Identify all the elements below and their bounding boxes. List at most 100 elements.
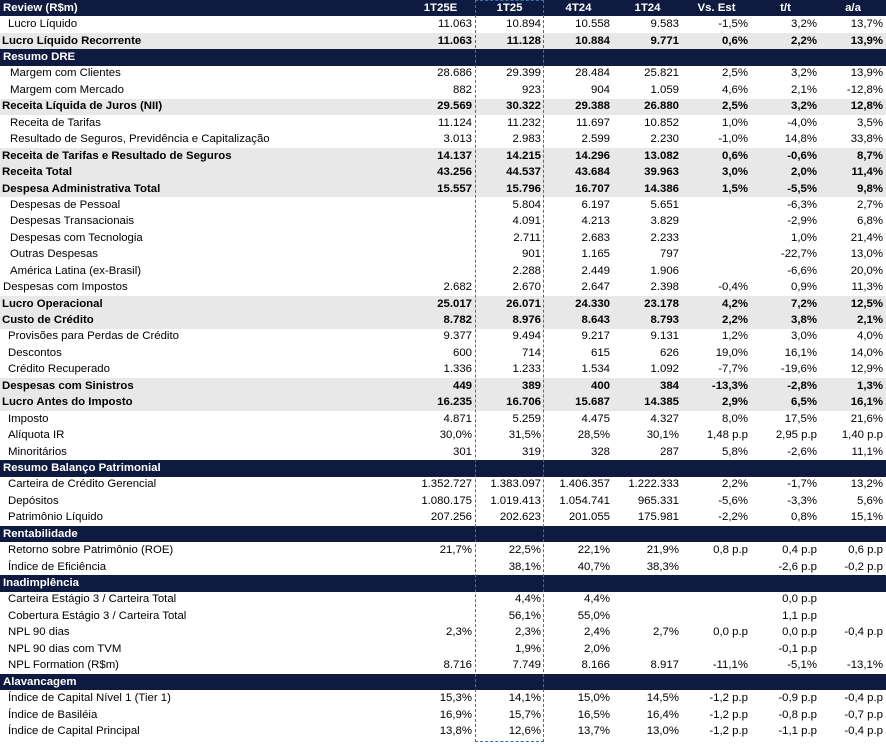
cell-value: 301 (452, 445, 472, 458)
table-row: Despesas de Pessoal 5.804 6.197 5.651 -6,3% 2… (0, 197, 886, 213)
cell-value: 1,0% (791, 231, 817, 244)
col-header-a-a: a/a (820, 0, 886, 17)
cell-value: 16.706 (475, 394, 544, 411)
table-row-total: Receita Líquida de Juros (NII) 29.569 30.3… (0, 98, 886, 116)
table-row: América Latina (ex-Brasil) 2.288 2.449 1.90… (0, 263, 886, 279)
cell-value (613, 641, 682, 657)
cell-value: 22,5% (508, 544, 541, 557)
cell-value: -0,4% (718, 281, 748, 294)
cell-value (406, 641, 475, 657)
cell-value: 14,0% (850, 346, 883, 359)
cell-value: 201.055 (568, 511, 610, 524)
cell-value: 44.537 (475, 164, 544, 181)
cell-value: 2.682 (443, 281, 472, 294)
table-row: Margem com Clientes 28.686 29.399 28.484 25.… (0, 66, 886, 82)
cell-value: 5.259 (512, 412, 541, 425)
cell-value: 10.558 (575, 18, 610, 31)
cell-value: 21,7% (439, 544, 472, 557)
cell-value: 449 (406, 378, 475, 395)
row-label: Índice de Eficiência (8, 560, 107, 573)
cell-value: 13,7% (577, 724, 610, 737)
cell-value: 1,3% (820, 378, 886, 395)
cell-value: 21,6% (850, 412, 883, 425)
row-label: Resultado de Seguros, Previdência e Capi… (10, 133, 270, 146)
cell-value (682, 608, 751, 624)
section-header-row: Alavancagem (0, 673, 886, 691)
cell-value: 15,3% (439, 692, 472, 705)
cell-value: 16.707 (544, 180, 613, 198)
cell-value: 4.871 (443, 412, 472, 425)
cell-value: 1.222.333 (628, 478, 679, 491)
table-row-total: Receita de Tarifas e Resultado de Seguro… (0, 147, 886, 165)
table-body: Lucro Líquido 11.063 10.894 10.558 9.583 -1,5… (0, 16, 886, 739)
cell-value: -11,1% (712, 659, 748, 672)
table-row: Lucro Líquido 11.063 10.894 10.558 9.583 -1,5… (0, 16, 886, 32)
cell-value: 0,8% (791, 511, 817, 524)
table-row: Despesas com Tecnologia 2.711 2.683 2.233 1,… (0, 230, 886, 246)
cell-value: 6,8% (857, 215, 883, 228)
section-header-row: Rentabilidade (0, 526, 886, 543)
cell-value: 11,3% (851, 281, 883, 294)
cell-value: 9.583 (650, 18, 679, 31)
cell-value: 12,8% (820, 98, 886, 116)
cell-value: 13,8% (439, 724, 472, 737)
cell-value: 2.670 (512, 281, 541, 294)
table-row: Outras Despesas 901 1.165 797 -22,7% 13,0% (0, 247, 886, 263)
cell-value: 9,8% (820, 180, 886, 198)
cell-value: 2,9% (682, 394, 751, 411)
cell-value: 16,1% (784, 346, 817, 359)
cell-value: 2.288 (512, 264, 541, 277)
cell-value: 26.880 (613, 98, 682, 116)
cell-value: 2.683 (581, 231, 610, 244)
row-label: Outras Despesas (10, 248, 98, 261)
table-row: Índice de Eficiência 38,1% 40,7% 38,3% -2,6 … (0, 559, 886, 575)
row-label: Carteira Estágio 3 / Carteira Total (8, 593, 177, 606)
cell-value: -1,1 p.p (778, 724, 817, 737)
cell-value: 9.494 (512, 330, 541, 343)
cell-value: 3.829 (650, 215, 679, 228)
cell-value: 0,6 p.p (848, 544, 883, 557)
cell-value: 8,0% (722, 412, 748, 425)
cell-value: 12,9% (850, 363, 883, 376)
cell-value: 1.906 (650, 264, 679, 277)
cell-value: 2,95 p.p (775, 429, 817, 442)
cell-value: 4,4% (584, 593, 610, 606)
col-header-vs-est: Vs. Est (682, 0, 751, 17)
cell-value: 1,9% (515, 642, 541, 655)
cell-value: -2,6% (787, 445, 817, 458)
cell-value: 12,5% (820, 295, 886, 313)
row-label: Despesas de Pessoal (10, 198, 121, 211)
cell-value: 14.215 (475, 147, 544, 165)
row-label: Lucro Líquido (8, 18, 78, 31)
cell-value: 389 (475, 378, 544, 395)
cell-value (682, 592, 751, 608)
cell-value: 2,3% (515, 626, 541, 639)
cell-value (406, 214, 475, 230)
cell-value: 207.256 (430, 511, 472, 524)
cell-value (682, 230, 751, 246)
cell-value: 28.686 (437, 67, 472, 80)
cell-value: 4,6% (722, 83, 748, 96)
cell-value: 2,1% (820, 312, 886, 329)
cell-value: 4,0% (857, 330, 883, 343)
table-row-total: Receita Total 43.256 44.537 43.684 39.963 3,0… (0, 164, 886, 181)
cell-value: 1.080.175 (421, 494, 472, 507)
cell-value: 4.213 (581, 215, 610, 228)
table-row-total: Despesas com Sinistros 449 389 400 384 -13,3%… (0, 378, 886, 395)
cell-value: 2,3% (446, 626, 472, 639)
cell-value: 3,0% (682, 164, 751, 181)
cell-value: 15,0% (577, 692, 610, 705)
cell-value: 15.557 (406, 180, 475, 198)
cell-value: 9.131 (650, 330, 679, 343)
cell-value: -0,4 p.p (844, 626, 883, 639)
cell-value: 600 (452, 346, 472, 359)
row-label: Descontos (8, 346, 62, 359)
cell-value: 23.178 (613, 295, 682, 313)
cell-value: 882 (452, 83, 472, 96)
cell-value: 4.327 (650, 412, 679, 425)
cell-value (613, 592, 682, 608)
cell-value: 2,5% (722, 67, 748, 80)
table-row: Descontos 600 714 615 626 19,0% 16,1% 14,0% (0, 345, 886, 361)
cell-value: 29.399 (506, 67, 541, 80)
cell-value: 0,9% (791, 281, 817, 294)
